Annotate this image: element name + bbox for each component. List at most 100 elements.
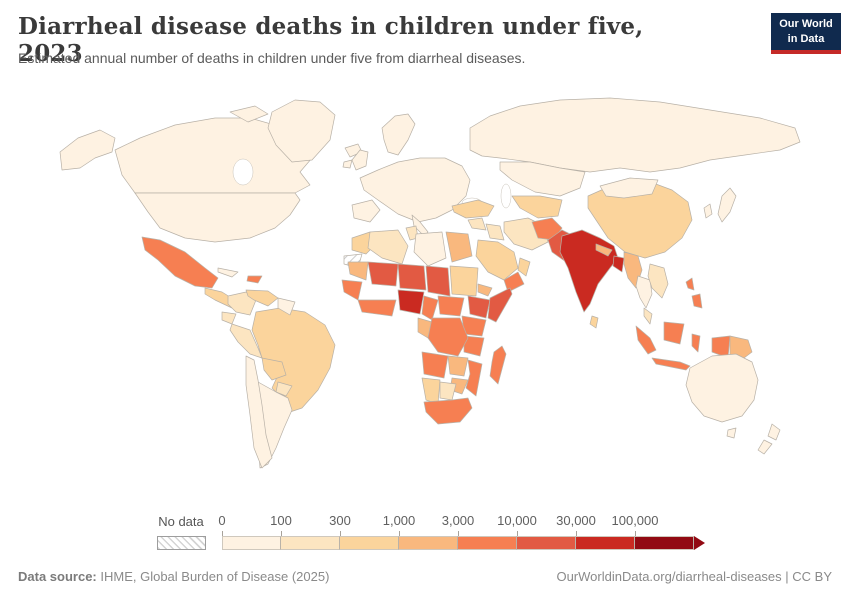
country-tanzania[interactable] xyxy=(463,335,485,357)
legend-color-bar xyxy=(222,536,694,550)
country-nigeria[interactable] xyxy=(397,289,425,315)
region-west-african-coast[interactable] xyxy=(357,299,397,317)
legend-bin-7[interactable] xyxy=(635,536,694,550)
country-united-states[interactable] xyxy=(134,192,301,243)
legend-tick-label-2: 300 xyxy=(329,513,351,528)
country-kazakhstan[interactable] xyxy=(499,161,586,197)
legend-no-data-swatch[interactable] xyxy=(157,536,206,550)
country-russia[interactable] xyxy=(469,97,801,173)
country-sri-lanka[interactable] xyxy=(589,315,599,329)
country-egypt[interactable] xyxy=(445,231,473,263)
country-ireland[interactable] xyxy=(342,159,353,169)
owid-logo-line2: in Data xyxy=(787,32,825,45)
country-philippines[interactable] xyxy=(691,293,703,309)
country-south-africa[interactable] xyxy=(423,397,473,425)
country-algeria[interactable] xyxy=(367,229,409,265)
region-central-asia[interactable] xyxy=(511,195,563,219)
country-australia[interactable] xyxy=(685,353,759,423)
legend-arrow-icon xyxy=(694,536,705,550)
country-yemen[interactable] xyxy=(503,271,525,293)
footer-data-source: Data source: IHME, Global Burden of Dise… xyxy=(18,569,329,584)
country-chad[interactable] xyxy=(425,265,451,297)
country-bangladesh[interactable] xyxy=(612,255,625,273)
legend-bin-1[interactable] xyxy=(281,536,340,550)
country-eritrea[interactable] xyxy=(477,283,493,297)
country-australia-tasmania[interactable] xyxy=(726,427,737,439)
country-ethiopia[interactable] xyxy=(467,295,491,319)
country-turkey[interactable] xyxy=(451,199,495,219)
region-europe[interactable] xyxy=(359,157,471,223)
legend-tick-label-0: 0 xyxy=(218,513,226,528)
country-indonesia-borneo[interactable] xyxy=(663,321,685,345)
region-levant[interactable] xyxy=(467,217,487,231)
country-new-zealand[interactable] xyxy=(757,439,773,455)
country-korea[interactable] xyxy=(703,203,713,219)
country-zambia[interactable] xyxy=(447,355,469,377)
country-libya[interactable] xyxy=(413,231,447,267)
country-ecuador[interactable] xyxy=(221,311,237,325)
country-new-zealand[interactable] xyxy=(767,423,781,441)
country-philippines[interactable] xyxy=(685,277,695,291)
country-cameroon[interactable] xyxy=(421,295,439,321)
country-mali[interactable] xyxy=(367,261,399,287)
country-india[interactable] xyxy=(559,229,619,313)
country-united-states-alaska[interactable] xyxy=(59,129,116,171)
country-mexico[interactable] xyxy=(141,236,219,289)
country-bolivia[interactable] xyxy=(261,357,287,381)
legend-bin-0[interactable] xyxy=(222,536,281,550)
legend-ticks xyxy=(222,531,702,536)
country-iraq[interactable] xyxy=(485,223,505,241)
region-scandinavia[interactable] xyxy=(381,113,416,156)
region-senegal-guinea[interactable] xyxy=(341,279,363,301)
country-haiti[interactable] xyxy=(246,275,263,284)
country-colombia[interactable] xyxy=(227,291,257,316)
country-angola[interactable] xyxy=(421,351,449,379)
legend-bin-2[interactable] xyxy=(340,536,399,550)
country-greenland[interactable] xyxy=(267,99,336,163)
country-peru[interactable] xyxy=(229,323,263,359)
legend-no-data-label: No data xyxy=(158,514,204,529)
country-united-kingdom[interactable] xyxy=(351,149,369,171)
country-spain-portugal[interactable] xyxy=(351,199,381,223)
world-choropleth-map xyxy=(59,97,801,469)
country-venezuela[interactable] xyxy=(245,289,279,307)
country-mauritania[interactable] xyxy=(347,261,369,281)
country-mongolia[interactable] xyxy=(599,177,659,199)
owid-logo-line1: Our World xyxy=(779,18,833,31)
legend-tick-label-4: 3,000 xyxy=(441,513,475,528)
country-malaysia[interactable] xyxy=(643,307,653,325)
country-indonesia-sumatra[interactable] xyxy=(635,325,657,355)
country-japan[interactable] xyxy=(717,187,737,223)
page-subtitle: Estimated annual number of deaths in chi… xyxy=(18,50,526,66)
footer-link[interactable]: OurWorldinData.org/diarrheal-diseases | … xyxy=(556,569,832,584)
legend-tick-label-3: 1,000 xyxy=(382,513,416,528)
country-nepal[interactable] xyxy=(595,243,613,257)
country-sudan[interactable] xyxy=(449,265,479,297)
country-indonesia-java[interactable] xyxy=(651,357,691,371)
country-paraguay[interactable] xyxy=(275,381,293,397)
country-mozambique[interactable] xyxy=(465,359,483,397)
legend-tick-label-6: 30,000 xyxy=(556,513,596,528)
owid-logo[interactable]: Our World in Data xyxy=(771,13,841,54)
legend-bin-6[interactable] xyxy=(576,536,635,550)
country-central-african-republic[interactable] xyxy=(437,295,465,317)
country-dr-congo[interactable] xyxy=(427,317,469,357)
legend-bin-4[interactable] xyxy=(458,536,517,550)
country-somalia[interactable] xyxy=(487,287,513,323)
country-cuba[interactable] xyxy=(217,267,239,278)
country-indonesia-sulawesi[interactable] xyxy=(691,333,701,353)
country-papua-new-guinea[interactable] xyxy=(729,335,753,359)
country-chile[interactable] xyxy=(245,355,273,469)
country-botswana[interactable] xyxy=(439,381,457,401)
country-oman[interactable] xyxy=(517,257,531,277)
country-namibia[interactable] xyxy=(421,377,441,405)
region-vietnam-laos[interactable] xyxy=(647,263,669,299)
country-niger[interactable] xyxy=(397,263,427,291)
country-saudi-arabia[interactable] xyxy=(475,239,519,281)
legend-bin-3[interactable] xyxy=(399,536,458,550)
country-madagascar[interactable] xyxy=(489,345,507,385)
country-guyanas[interactable] xyxy=(277,297,296,316)
legend-bin-5[interactable] xyxy=(517,536,576,550)
page-title: Diarrheal disease deaths in children und… xyxy=(18,13,644,67)
country-canada[interactable] xyxy=(229,105,269,123)
